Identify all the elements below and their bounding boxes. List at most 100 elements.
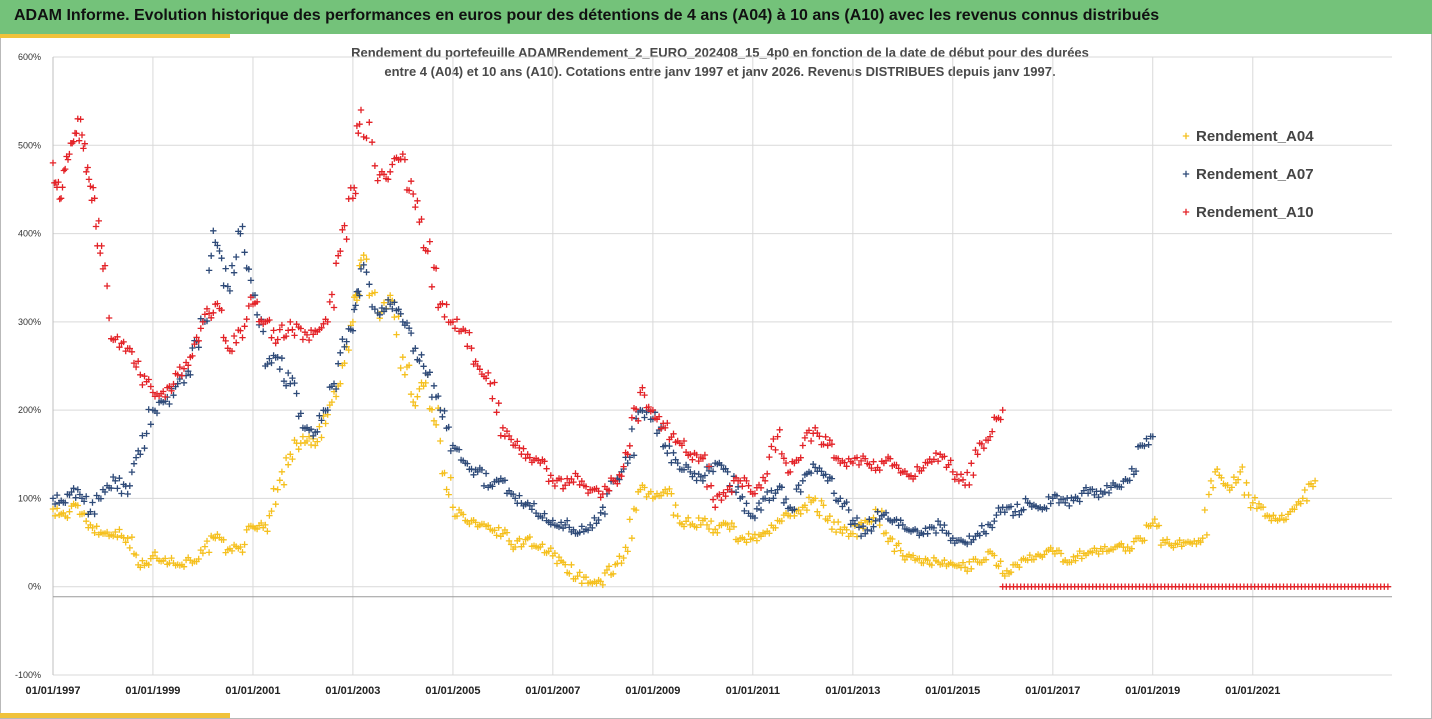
- data-point: [695, 514, 702, 522]
- data-point: [176, 363, 183, 371]
- data-point: [974, 451, 981, 458]
- data-point: [868, 464, 875, 472]
- data-point: [407, 178, 415, 185]
- data-point: [589, 524, 596, 532]
- data-point: [328, 398, 336, 406]
- data-point: [857, 519, 865, 526]
- data-point: [668, 490, 675, 497]
- x-tick-label: 01/01/2019: [1125, 685, 1180, 697]
- data-point: [297, 410, 304, 417]
- data-point: [557, 475, 565, 483]
- data-point: [707, 517, 715, 525]
- data-point: [278, 355, 286, 362]
- data-point: [770, 435, 777, 443]
- data-point: [49, 159, 57, 167]
- data-point: [626, 516, 633, 523]
- data-point: [741, 507, 748, 515]
- data-point: [1301, 486, 1308, 494]
- data-point: [324, 406, 331, 414]
- x-tick-label: 01/01/2021: [1225, 685, 1280, 697]
- data-point: [772, 490, 779, 497]
- data-point: [882, 457, 890, 464]
- data-point: [778, 484, 785, 491]
- data-point: [670, 430, 677, 437]
- data-point: [712, 526, 719, 533]
- data-point: [724, 468, 731, 476]
- data-point: [743, 539, 750, 546]
- x-tick-label: 01/01/2005: [425, 685, 480, 697]
- data-point: [835, 518, 842, 526]
- data-point: [795, 482, 802, 489]
- page-title: ADAM Informe. Evolution historique des p…: [14, 7, 1160, 24]
- data-point: [289, 374, 296, 382]
- data-point: [81, 140, 88, 147]
- data-point: [1155, 522, 1163, 529]
- data-point: [439, 300, 446, 307]
- data-point: [632, 506, 640, 514]
- data-point: [526, 454, 533, 461]
- data-point: [505, 432, 513, 440]
- data-point: [822, 433, 829, 440]
- data-point: [247, 277, 255, 284]
- data-point: [237, 327, 244, 334]
- data-point: [510, 491, 517, 498]
- data-point: [460, 511, 467, 518]
- data-point: [455, 446, 463, 453]
- data-point: [495, 400, 502, 407]
- data-point: [664, 450, 671, 457]
- data-point: [352, 302, 359, 309]
- data-point: [130, 460, 138, 467]
- data-point: [147, 383, 154, 390]
- data-point: [670, 511, 677, 519]
- data-point: [826, 437, 833, 444]
- data-point: [97, 495, 105, 502]
- y-tick-label: 200%: [18, 405, 41, 415]
- legend-marker: [1182, 208, 1190, 216]
- data-point: [693, 451, 700, 459]
- data-point: [1251, 494, 1259, 501]
- data-point: [649, 406, 657, 414]
- data-point: [91, 195, 98, 202]
- data-point: [168, 554, 175, 562]
- data-point: [162, 555, 169, 562]
- data-point: [518, 451, 525, 458]
- x-tick-label: 01/01/2013: [825, 685, 880, 697]
- data-point: [1193, 540, 1200, 548]
- data-point: [116, 344, 123, 351]
- data-point: [1095, 550, 1102, 558]
- data-point: [1151, 515, 1158, 523]
- data-point: [1101, 543, 1108, 550]
- data-point: [103, 282, 111, 290]
- chart-subtitle-line-1: Rendement du portefeuille ADAMRendement_…: [351, 45, 1089, 60]
- data-point: [574, 572, 581, 580]
- data-point: [343, 338, 350, 345]
- data-point: [116, 526, 123, 533]
- data-point: [799, 477, 806, 484]
- data-point: [1053, 492, 1061, 499]
- data-point: [410, 190, 417, 198]
- data-point: [314, 438, 321, 445]
- data-point: [768, 443, 775, 450]
- data-point: [614, 480, 621, 487]
- data-point: [941, 521, 948, 529]
- data-point: [605, 563, 613, 570]
- data-point: [441, 313, 448, 321]
- data-point: [341, 222, 348, 229]
- data-point: [110, 473, 117, 481]
- data-point: [185, 368, 192, 375]
- data-point: [595, 516, 602, 524]
- data-point: [530, 500, 538, 507]
- data-point: [630, 452, 638, 459]
- data-point: [1059, 495, 1067, 503]
- data-point: [547, 545, 554, 552]
- data-point: [291, 332, 298, 339]
- data-point: [766, 530, 773, 537]
- data-point: [485, 369, 492, 377]
- y-tick-label: 500%: [18, 140, 41, 150]
- data-point: [391, 299, 398, 306]
- data-point: [1311, 477, 1319, 484]
- data-point: [318, 324, 325, 331]
- data-point: [1141, 537, 1148, 544]
- data-point: [218, 255, 225, 262]
- data-point: [653, 430, 661, 437]
